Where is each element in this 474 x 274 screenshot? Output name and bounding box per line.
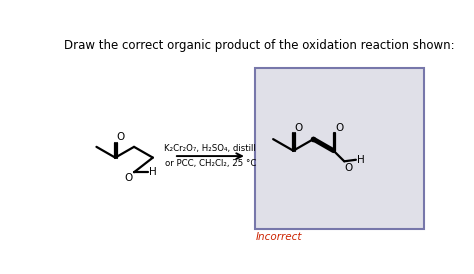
Text: H: H <box>356 155 365 165</box>
Text: or PCC, CH₂Cl₂, 25 °C: or PCC, CH₂Cl₂, 25 °C <box>164 159 256 168</box>
Text: H: H <box>149 167 156 177</box>
Text: O: O <box>124 173 133 183</box>
Text: O: O <box>335 122 343 133</box>
Text: Incorrect: Incorrect <box>256 232 302 242</box>
Text: O: O <box>344 163 353 173</box>
Text: O: O <box>117 132 125 142</box>
Text: Draw the correct organic product of the oxidation reaction shown:: Draw the correct organic product of the … <box>64 39 455 52</box>
Bar <box>255 67 423 229</box>
Text: K₂Cr₂O₇, H₂SO₄, distill: K₂Cr₂O₇, H₂SO₄, distill <box>164 144 256 153</box>
Text: O: O <box>295 122 303 133</box>
